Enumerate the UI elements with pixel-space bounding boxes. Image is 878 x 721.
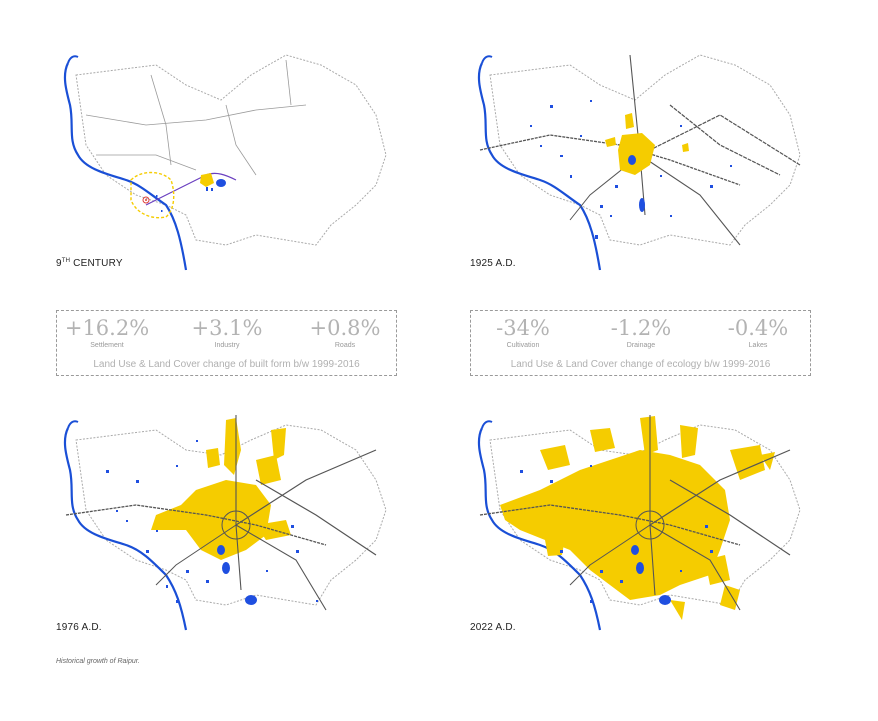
stat-cultivation: -34% Cultivation — [468, 315, 578, 350]
figure-caption: Historical growth of Raipur. — [56, 658, 140, 665]
city-boundary — [75, 424, 387, 606]
water-bodies — [530, 100, 732, 239]
ecology-description: Land Use & Land Cover change of ecology … — [510, 359, 771, 370]
map-1925-svg — [477, 54, 801, 271]
city-boundary — [75, 54, 387, 246]
water-bodies — [156, 179, 226, 212]
map-label-9th-century: 9TH CENTURY — [56, 258, 123, 269]
settlement-patches — [500, 416, 775, 620]
map-2022-svg — [477, 415, 801, 631]
built-form-description: Land Use & Land Cover change of built fo… — [93, 359, 360, 370]
stat-caption: Lakes — [748, 342, 768, 349]
stat-lakes: -0.4% Lakes — [703, 315, 813, 350]
stat-caption: Cultivation — [506, 342, 540, 349]
map-label-1976: 1976 A.D. — [56, 622, 102, 633]
map-9th-century-svg — [63, 54, 387, 271]
river — [477, 62, 602, 271]
settlement-patches — [605, 113, 689, 175]
settlement-patches — [151, 418, 291, 560]
stat-caption: Industry — [214, 342, 240, 349]
stat-roads: +0.8% Roads — [290, 315, 400, 350]
stat-value: +3.1% — [191, 316, 263, 340]
water-bodies — [520, 465, 713, 605]
map-2022 — [470, 410, 810, 635]
stat-value: +0.8% — [309, 316, 381, 340]
settlement-patch — [200, 173, 214, 187]
stat-caption: Settlement — [90, 342, 124, 349]
river — [63, 62, 188, 271]
river — [63, 427, 188, 631]
map-1925 — [470, 45, 810, 275]
ancient-site-marker — [142, 196, 150, 204]
built-form-stats-panel: +16.2% Settlement +3.1% Industry +0.8% R… — [56, 310, 397, 376]
roads — [479, 415, 791, 611]
ward-lines — [85, 59, 307, 176]
river — [477, 427, 602, 631]
stat-value: -34% — [496, 316, 550, 340]
river-source — [67, 55, 79, 64]
stat-industry: +3.1% Industry — [172, 315, 282, 350]
map-label-2022: 2022 A.D. — [470, 622, 516, 633]
water-bodies — [106, 440, 318, 605]
old-settlement-outline — [130, 171, 175, 219]
ecology-stats-panel: -34% Cultivation -1.2% Drainage -0.4% La… — [470, 310, 811, 376]
stat-value: +16.2% — [64, 316, 150, 340]
stat-caption: Roads — [334, 342, 356, 349]
map-1976 — [56, 410, 396, 635]
stat-value: -1.2% — [610, 316, 672, 340]
map-9th-century — [56, 45, 396, 275]
map-label-1925: 1925 A.D. — [470, 258, 516, 269]
map-1976-svg — [63, 415, 387, 631]
stat-value: -0.4% — [727, 316, 789, 340]
roads — [65, 415, 377, 611]
stat-caption: Drainage — [626, 342, 656, 349]
stat-settlement: +16.2% Settlement — [52, 315, 162, 350]
stat-drainage: -1.2% Drainage — [586, 315, 696, 350]
